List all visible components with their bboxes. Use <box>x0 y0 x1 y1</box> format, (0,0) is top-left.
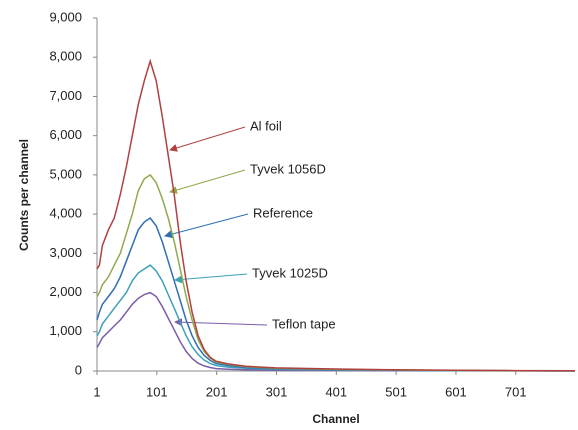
y-tick-label: 9,000 <box>49 9 82 24</box>
x-tick-label: 201 <box>206 384 228 399</box>
annotation: Tyvek 1025D <box>252 265 328 280</box>
x-tick-label: 401 <box>325 384 347 399</box>
x-tick-label: 701 <box>505 384 527 399</box>
y-tick-label: 2,000 <box>49 284 82 299</box>
annotation: Tyvek 1056D <box>250 161 326 176</box>
x-tick-label: 1 <box>93 384 100 399</box>
series-line <box>96 58 576 372</box>
x-axis-title: Channel <box>312 412 359 426</box>
x-tick-label: 301 <box>266 384 288 399</box>
y-tick-label: 0 <box>75 362 82 377</box>
y-tick-label: 3,000 <box>49 245 82 260</box>
annotation: Reference <box>253 205 313 220</box>
annotation-arrows <box>164 126 268 327</box>
annotation: Al foil <box>250 118 282 133</box>
y-tick-label: 5,000 <box>49 166 82 181</box>
y-tick-label: 7,000 <box>49 88 82 103</box>
y-tick-label: 6,000 <box>49 127 82 142</box>
annotation: Teflon tape <box>272 316 336 331</box>
x-tick-label: 601 <box>445 384 467 399</box>
y-tick-label: 8,000 <box>49 49 82 64</box>
series-line <box>96 291 576 372</box>
x-tick-label: 101 <box>146 384 168 399</box>
series-line <box>96 173 576 372</box>
y-axis-title: Counts per channel <box>17 139 31 251</box>
x-tick-label: 501 <box>385 384 407 399</box>
y-tick-label: 1,000 <box>49 323 82 338</box>
y-tick-label: 4,000 <box>49 206 82 221</box>
